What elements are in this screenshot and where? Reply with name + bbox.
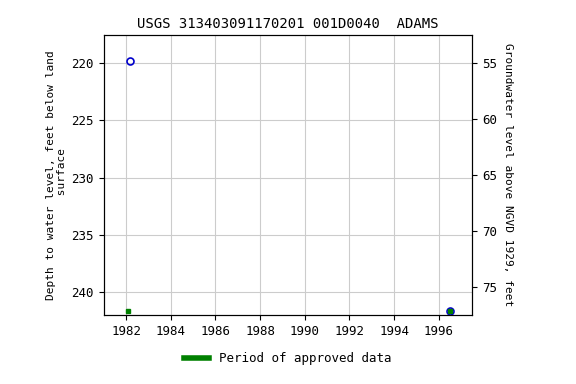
Y-axis label: Groundwater level above NGVD 1929, feet: Groundwater level above NGVD 1929, feet (503, 43, 513, 306)
Title: USGS 313403091170201 001D0040  ADAMS: USGS 313403091170201 001D0040 ADAMS (137, 17, 439, 31)
Legend: Period of approved data: Period of approved data (179, 347, 397, 370)
Y-axis label: Depth to water level, feet below land
 surface: Depth to water level, feet below land su… (46, 50, 67, 300)
